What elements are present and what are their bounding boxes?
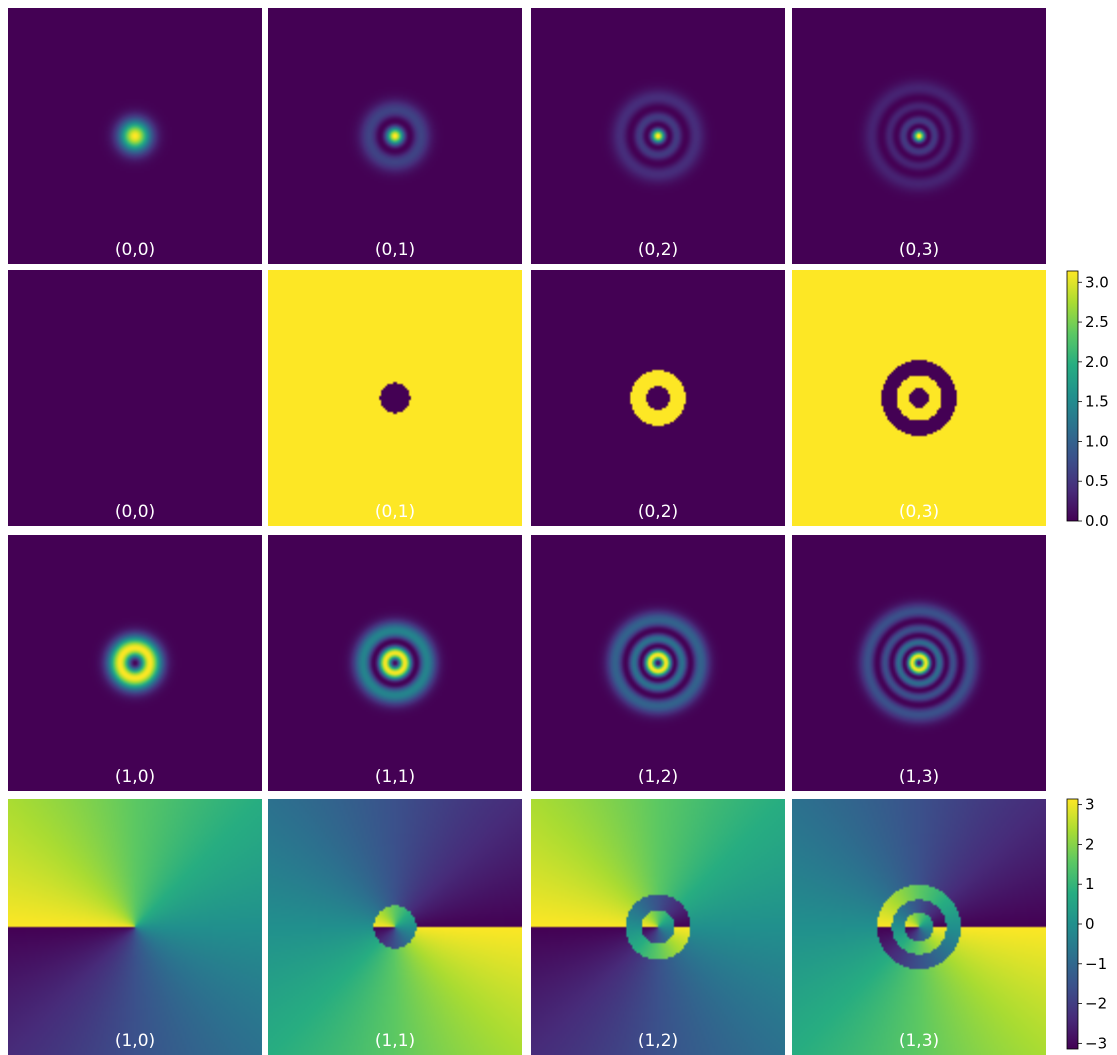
panel-image <box>268 799 522 1055</box>
panels-grid: (0,0) (0,1) (0,2) (0,3) (0,0) (0,1) (0,2) (0,3)… <box>8 8 1046 1055</box>
panel-intensity-1-2: (1,2) <box>531 535 785 791</box>
colorbar-tick-label: 1 <box>1085 875 1095 893</box>
panel-image <box>268 8 522 264</box>
panel-image <box>531 8 785 264</box>
panel-intensity-0-3: (0,3) <box>792 8 1046 264</box>
panel-label: (1,2) <box>638 1031 678 1051</box>
colorbar-tick-label: −2 <box>1085 995 1107 1013</box>
panel-intensity-0-2: (0,2) <box>531 8 785 264</box>
panel-label: (1,1) <box>375 767 415 787</box>
panel-image <box>792 8 1046 264</box>
panel-label: (0,0) <box>115 502 155 522</box>
colorbar-gradient <box>1066 798 1079 1050</box>
panel-image <box>8 270 262 526</box>
panel-label: (1,3) <box>899 767 939 787</box>
colorbar-tick-label: 1.0 <box>1085 432 1109 450</box>
panel-label: (1,0) <box>115 1031 155 1051</box>
panel-label: (0,2) <box>638 240 678 260</box>
colorbar-tick-label: 3.0 <box>1085 273 1109 291</box>
panel-phase-0-1: (0,1) <box>268 270 522 526</box>
panel-label: (1,0) <box>115 767 155 787</box>
colorbar-bottom: −3 −2 −1 0 1 2 3 <box>1066 796 1107 1052</box>
panel-image <box>8 799 262 1055</box>
panel-intensity-0-0: (0,0) <box>8 8 262 264</box>
colorbar-tick-label: 0.0 <box>1085 512 1109 530</box>
panel-label: (0,2) <box>638 502 678 522</box>
panel-intensity-1-3: (1,3) <box>792 535 1046 791</box>
panel-image <box>792 535 1046 791</box>
panel-label: (0,1) <box>375 502 415 522</box>
colorbar-tick-label: −3 <box>1085 1034 1107 1052</box>
panel-image <box>792 270 1046 526</box>
panel-image <box>8 8 262 264</box>
colorbar-tick-label: 2.5 <box>1085 313 1109 331</box>
panel-label: (0,0) <box>115 240 155 260</box>
colorbar-tick-label: 2 <box>1085 835 1095 853</box>
panel-image <box>531 535 785 791</box>
panel-image <box>8 535 262 791</box>
colorbar-top: 0.0 0.5 1.0 1.5 2.0 2.5 3.0 <box>1066 270 1109 530</box>
panel-phase-1-1: (1,1) <box>268 799 522 1055</box>
panel-intensity-0-1: (0,1) <box>268 8 522 264</box>
colorbar-gradient <box>1066 270 1079 522</box>
panel-phase-0-0: (0,0) <box>8 270 262 526</box>
panel-phase-0-2: (0,2) <box>531 270 785 526</box>
panel-phase-1-0: (1,0) <box>8 799 262 1055</box>
panel-phase-0-3: (0,3) <box>792 270 1046 526</box>
panel-phase-1-2: (1,2) <box>531 799 785 1055</box>
colorbar-tick-label: 3 <box>1085 796 1095 814</box>
panel-label: (0,3) <box>899 502 939 522</box>
panel-label: (0,1) <box>375 240 415 260</box>
colorbar-tick-label: 0 <box>1085 915 1095 933</box>
panel-phase-1-3: (1,3) <box>792 799 1046 1055</box>
panel-label: (1,1) <box>375 1031 415 1051</box>
colorbar-tick-label: 0.5 <box>1085 472 1109 490</box>
panel-image <box>531 270 785 526</box>
colorbar-tick-label: −1 <box>1085 955 1107 973</box>
colorbar-tick-label: 2.0 <box>1085 353 1109 371</box>
panel-label: (0,3) <box>899 240 939 260</box>
panel-image <box>531 799 785 1055</box>
panel-image <box>792 799 1046 1055</box>
panel-image <box>268 535 522 791</box>
panel-image <box>268 270 522 526</box>
panel-intensity-1-1: (1,1) <box>268 535 522 791</box>
panel-label: (1,2) <box>638 767 678 787</box>
panel-intensity-1-0: (1,0) <box>8 535 262 791</box>
colorbars: 0.0 0.5 1.0 1.5 2.0 2.5 3.0 −3 −2 −1 0 1 2 3 <box>1066 270 1109 1052</box>
panel-label: (1,3) <box>899 1031 939 1051</box>
colorbar-tick-label: 1.5 <box>1085 393 1109 411</box>
